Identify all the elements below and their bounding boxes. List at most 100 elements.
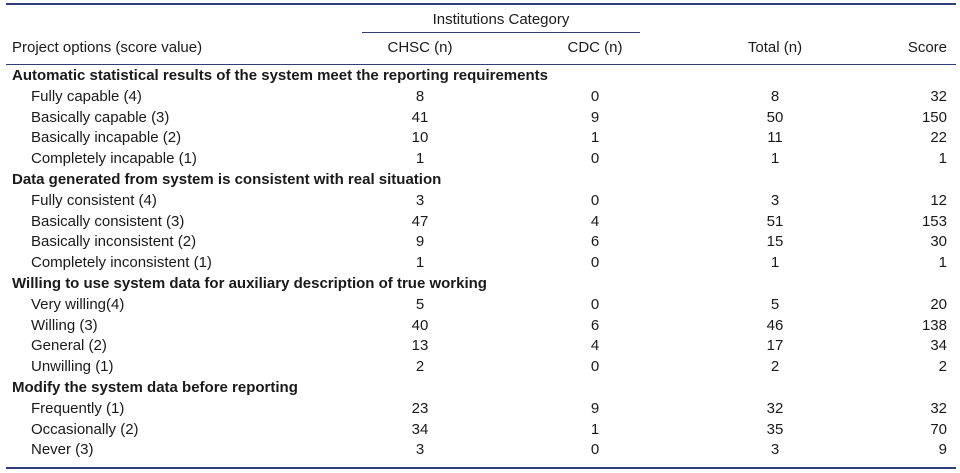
row-cdc-value: 9 bbox=[590, 108, 600, 126]
row-chsc-value: 8 bbox=[415, 87, 425, 105]
row-cdc-value: 6 bbox=[590, 233, 600, 251]
row-chsc-value: 3 bbox=[415, 441, 425, 459]
table-row: Occasionally (2) 34 1 35 70 bbox=[0, 420, 960, 441]
row-chsc-value: 5 bbox=[415, 295, 425, 313]
row-score-value: 2 bbox=[938, 358, 947, 376]
table-row: Completely inconsistent (1) 1 0 1 1 bbox=[0, 253, 960, 274]
row-option-label: Basically consistent (3) bbox=[31, 212, 185, 230]
row-score-value: 138 bbox=[921, 316, 947, 334]
group-header-underline bbox=[362, 32, 640, 33]
section-title: Modify the system data before reporting bbox=[12, 379, 298, 396]
row-chsc-value: 40 bbox=[411, 316, 429, 334]
row-cdc-value: 0 bbox=[590, 191, 600, 209]
row-total-value: 50 bbox=[766, 108, 784, 126]
row-cdc-value: 0 bbox=[590, 254, 600, 272]
column-header-total: Total (n) bbox=[747, 39, 803, 56]
table-top-rule bbox=[6, 3, 956, 5]
row-option-label: Completely inconsistent (1) bbox=[31, 254, 212, 272]
section-title: Data generated from system is consistent… bbox=[12, 171, 442, 188]
table-header-rule bbox=[6, 64, 956, 65]
row-cdc-value: 0 bbox=[590, 441, 600, 459]
row-score-value: 34 bbox=[930, 337, 947, 355]
column-header-score: Score bbox=[907, 39, 947, 56]
row-score-value: 32 bbox=[930, 87, 947, 105]
group-header-institutions-category: Institutions Category bbox=[432, 11, 570, 28]
row-total-value: 15 bbox=[766, 233, 784, 251]
row-score-value: 20 bbox=[930, 295, 947, 313]
row-cdc-value: 0 bbox=[590, 150, 600, 168]
row-cdc-value: 6 bbox=[590, 316, 600, 334]
row-score-value: 153 bbox=[921, 212, 947, 230]
row-cdc-value: 0 bbox=[590, 87, 600, 105]
row-option-label: Basically capable (3) bbox=[31, 108, 170, 126]
row-score-value: 32 bbox=[930, 399, 947, 417]
table-row: Fully consistent (4) 3 0 3 12 bbox=[0, 191, 960, 212]
row-score-value: 9 bbox=[938, 441, 947, 459]
row-total-value: 11 bbox=[767, 129, 783, 147]
row-total-value: 51 bbox=[766, 212, 784, 230]
column-header-project-options: Project options (score value) bbox=[12, 39, 203, 56]
row-option-label: Frequently (1) bbox=[31, 399, 125, 417]
row-score-value: 1 bbox=[938, 150, 947, 168]
row-option-label: Basically incapable (2) bbox=[31, 129, 182, 147]
row-option-label: Completely incapable (1) bbox=[31, 150, 197, 168]
row-chsc-value: 47 bbox=[411, 212, 429, 230]
table-row: Basically incapable (2) 10 1 11 22 bbox=[0, 128, 960, 149]
row-cdc-value: 0 bbox=[590, 358, 600, 376]
table-row: Willing (3) 40 6 46 138 bbox=[0, 316, 960, 337]
row-option-label: Occasionally (2) bbox=[31, 420, 139, 438]
row-chsc-value: 34 bbox=[411, 420, 429, 438]
table-row: Frequently (1) 23 9 32 32 bbox=[0, 399, 960, 420]
section-row: Data generated from system is consistent… bbox=[0, 170, 960, 191]
row-chsc-value: 23 bbox=[411, 399, 429, 417]
row-cdc-value: 4 bbox=[590, 337, 600, 355]
row-total-value: 2 bbox=[770, 358, 780, 376]
row-total-value: 5 bbox=[770, 295, 780, 313]
row-cdc-value: 0 bbox=[590, 295, 600, 313]
row-total-value: 32 bbox=[766, 399, 784, 417]
row-score-value: 1 bbox=[938, 254, 947, 272]
row-score-value: 150 bbox=[921, 108, 947, 126]
column-header-cdc: CDC (n) bbox=[567, 39, 623, 56]
row-chsc-value: 13 bbox=[411, 337, 429, 355]
row-total-value: 35 bbox=[766, 420, 784, 438]
section-title: Willing to use system data for auxiliary… bbox=[12, 275, 487, 292]
row-total-value: 1 bbox=[770, 254, 780, 272]
row-chsc-value: 1 bbox=[415, 150, 425, 168]
row-option-label: Fully consistent (4) bbox=[31, 191, 157, 209]
row-option-label: Very willing(4) bbox=[31, 295, 125, 313]
row-cdc-value: 1 bbox=[590, 129, 600, 147]
row-score-value: 70 bbox=[930, 420, 947, 438]
table-row: Basically consistent (3) 47 4 51 153 bbox=[0, 212, 960, 233]
section-row: Automatic statistical results of the sys… bbox=[0, 66, 960, 87]
table-row: Completely incapable (1) 1 0 1 1 bbox=[0, 149, 960, 170]
row-score-value: 12 bbox=[930, 191, 947, 209]
table-row: Unwilling (1) 2 0 2 2 bbox=[0, 357, 960, 378]
row-cdc-value: 1 bbox=[590, 420, 600, 438]
row-chsc-value: 10 bbox=[411, 129, 429, 147]
row-chsc-value: 1 bbox=[415, 254, 425, 272]
row-chsc-value: 9 bbox=[415, 233, 425, 251]
row-total-value: 1 bbox=[770, 150, 780, 168]
table-row: Fully capable (4) 8 0 8 32 bbox=[0, 87, 960, 108]
table-row: Very willing(4) 5 0 5 20 bbox=[0, 295, 960, 316]
row-option-label: General (2) bbox=[31, 337, 107, 355]
row-total-value: 3 bbox=[770, 441, 780, 459]
row-option-label: Basically inconsistent (2) bbox=[31, 233, 197, 251]
row-chsc-value: 2 bbox=[415, 358, 425, 376]
section-row: Modify the system data before reporting bbox=[0, 378, 960, 399]
section-row: Willing to use system data for auxiliary… bbox=[0, 274, 960, 295]
row-option-label: Fully capable (4) bbox=[31, 87, 142, 105]
row-option-label: Never (3) bbox=[31, 441, 94, 459]
table-row: Basically inconsistent (2) 9 6 15 30 bbox=[0, 232, 960, 253]
row-score-value: 30 bbox=[930, 233, 947, 251]
table-row: Basically capable (3) 41 9 50 150 bbox=[0, 108, 960, 129]
row-score-value: 22 bbox=[930, 129, 947, 147]
column-header-chsc: CHSC (n) bbox=[387, 39, 453, 56]
table-row: General (2) 13 4 17 34 bbox=[0, 336, 960, 357]
row-total-value: 17 bbox=[766, 337, 784, 355]
table-row: Never (3) 3 0 3 9 bbox=[0, 440, 960, 461]
section-title: Automatic statistical results of the sys… bbox=[12, 67, 548, 84]
row-chsc-value: 3 bbox=[415, 191, 425, 209]
row-option-label: Unwilling (1) bbox=[31, 358, 114, 376]
